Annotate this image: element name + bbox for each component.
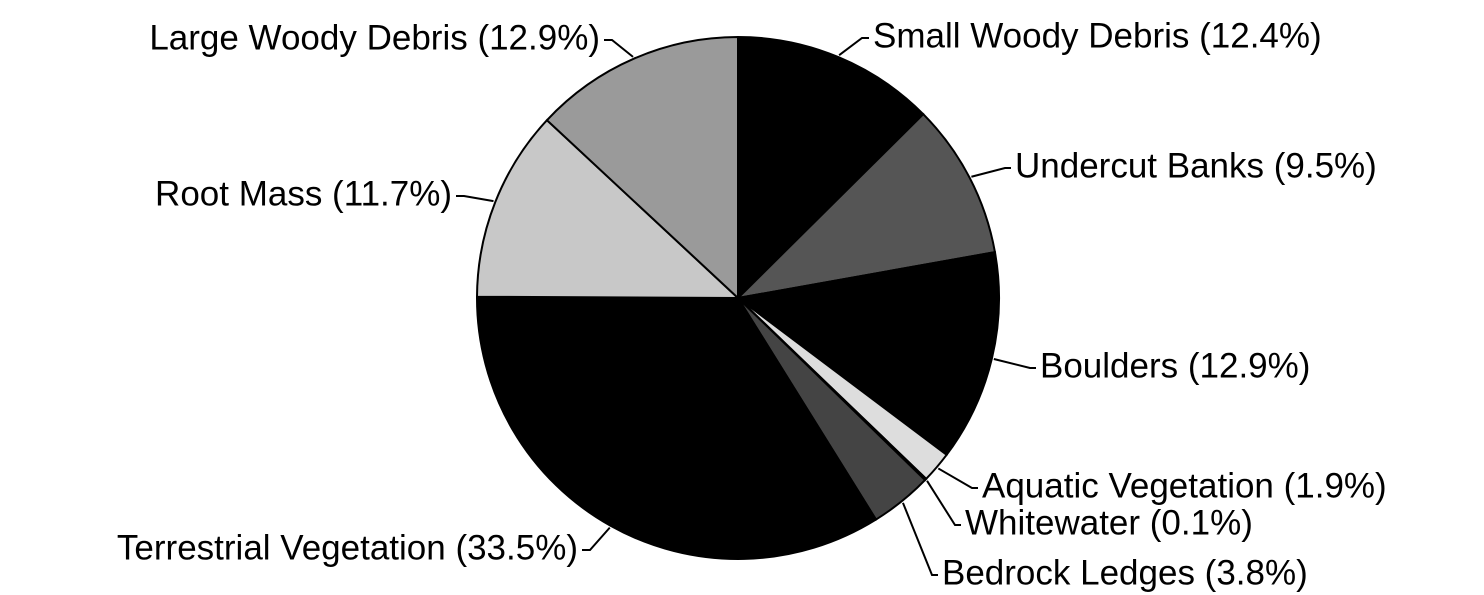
leader-line xyxy=(993,357,1036,369)
pie-slice xyxy=(545,35,739,301)
leader-line xyxy=(456,195,494,203)
leader-line xyxy=(937,467,978,489)
slice-label: Bedrock Ledges (3.8%) xyxy=(942,553,1308,592)
pie-slice xyxy=(475,118,741,300)
slice-label: Whitewater (0.1%) xyxy=(965,503,1253,542)
leader-line xyxy=(838,37,869,57)
leader-line xyxy=(971,167,1011,178)
pie-slice xyxy=(735,112,997,300)
leader-line xyxy=(582,526,611,551)
leader-line xyxy=(902,502,938,576)
pie-slice xyxy=(737,35,925,301)
pie-slice xyxy=(476,295,878,560)
slice-label: Root Mass (11.7%) xyxy=(155,174,452,213)
slice-label: Large Woody Debris (12.9%) xyxy=(149,18,600,57)
slice-label: Terrestrial Vegetation (33.5%) xyxy=(117,528,578,567)
leader-line xyxy=(926,480,961,526)
slice-label: Undercut Banks (9.5%) xyxy=(1015,146,1377,185)
slice-label: Small Woody Debris (12.4%) xyxy=(873,16,1322,55)
leader-line xyxy=(604,39,634,58)
slice-label: Boulders (12.9%) xyxy=(1040,346,1310,385)
pie-slice xyxy=(735,250,1000,457)
slice-label: Aquatic Vegetation (1.9%) xyxy=(982,466,1387,505)
